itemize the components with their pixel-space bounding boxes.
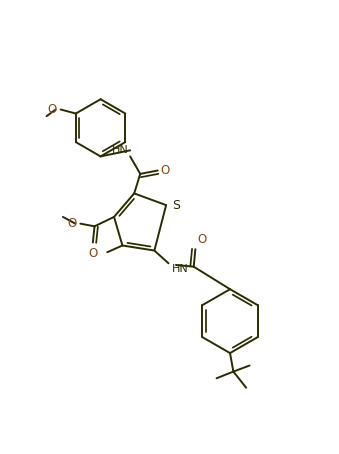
Text: HN: HN	[172, 264, 188, 274]
Text: O: O	[47, 103, 57, 116]
Text: O: O	[68, 217, 77, 230]
Text: S: S	[172, 199, 180, 212]
Text: HN: HN	[112, 145, 128, 155]
Text: O: O	[197, 233, 207, 246]
Text: O: O	[160, 164, 170, 177]
Text: O: O	[88, 247, 98, 260]
